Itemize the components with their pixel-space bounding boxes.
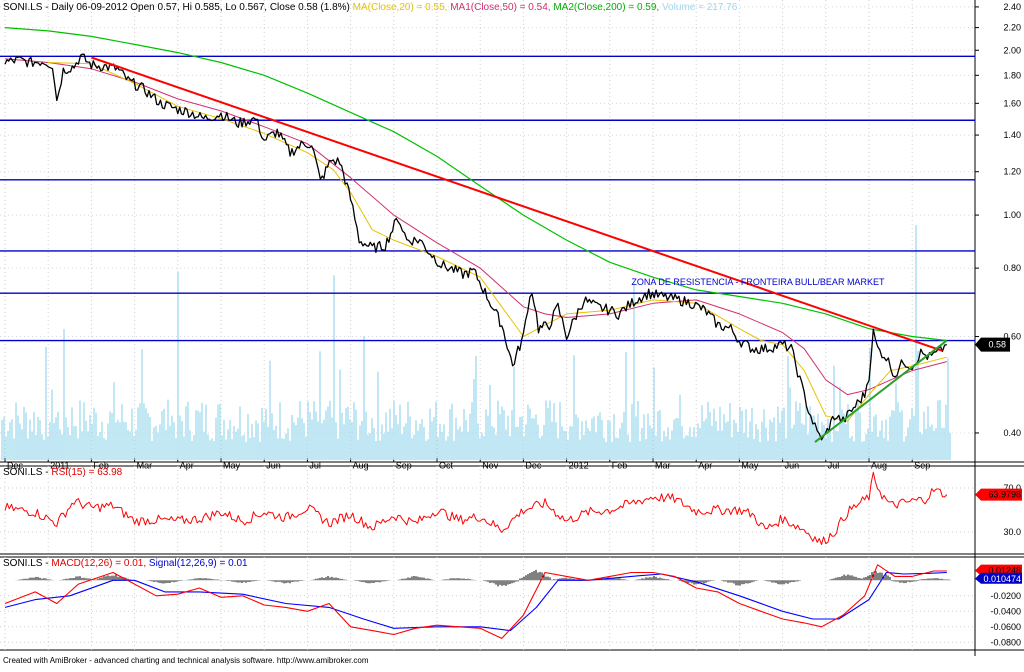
x-tick-label: Feb (612, 460, 628, 470)
y-tick-label: 1.40 (1003, 130, 1021, 140)
x-tick-label: May (223, 460, 241, 470)
price-line (4, 53, 947, 441)
y-tick-label: 0.40 (1003, 428, 1021, 438)
resistance-zone-annotation: ZONA DE RESISTENCIA - FRONTEIRA BULL/BEA… (631, 277, 885, 287)
last-price-tag (975, 337, 1010, 352)
signal-legend: Signal(12,26,9) = 0.01 (148, 558, 248, 569)
rsi-header-prefix: SONI.LS - (3, 467, 52, 478)
signal-line (4, 571, 947, 632)
x-tick-label: Dec (525, 460, 542, 470)
y-tick-label: 1.00 (1003, 210, 1021, 220)
ma50-legend: MA1(Close,50) = 0.54, (450, 2, 551, 13)
x-tick-label: Dec (7, 460, 24, 470)
y-tick-label: 2.00 (1003, 45, 1021, 55)
x-tick-label: Jun (266, 460, 281, 470)
macd-tick-label: -0.0200 (990, 591, 1021, 601)
macd-tick-label: -0.0600 (990, 622, 1021, 632)
x-tick-label: Mar (655, 460, 671, 470)
y-tick-label: 0.60 (1003, 332, 1021, 342)
x-tick-label: 2011 (50, 460, 69, 470)
rsi-tick-label: 70.0 (1003, 483, 1021, 493)
x-tick-label: Feb (93, 460, 109, 470)
x-tick-label: Sep (396, 460, 412, 470)
ma200-line (4, 27, 947, 342)
macd-tick-label: -0.0800 (990, 637, 1021, 647)
x-tick-label: Mar (137, 460, 153, 470)
macd-header-prefix: SONI.LS - (3, 558, 52, 569)
price-header-prefix: SONI.LS - Daily 06-09-2012 Open 0.57, Hi… (3, 2, 350, 13)
ma200-legend: MA2(Close,200) = 0.59, (553, 2, 660, 13)
y-tick-label: 2.20 (1003, 23, 1021, 33)
y-tick-label: 1.80 (1003, 70, 1021, 80)
macd-panel-header: SONI.LS - MACD(12,26) = 0.01, Signal(12,… (3, 558, 248, 569)
x-tick-label: Jun (785, 460, 800, 470)
ma20-line (48, 62, 947, 422)
x-tick-label: Aug (353, 460, 369, 470)
y-tick-label: 1.20 (1003, 167, 1021, 177)
green-support-trendline (814, 339, 948, 443)
rsi-legend: RSI(15) = 63.98 (51, 467, 123, 478)
macd-tick-label: -0.0400 (990, 606, 1021, 616)
x-tick-label: Aug (871, 460, 887, 470)
x-tick-label: 2012 (569, 460, 589, 470)
footer-credit: Created with AmiBroker - advanced charti… (3, 656, 369, 665)
x-tick-label: Oct (439, 460, 454, 470)
x-tick-label: Apr (180, 460, 194, 470)
y-tick-label: 1.60 (1003, 98, 1021, 108)
rsi-tick-label: 30.0 (1003, 527, 1021, 537)
x-tick-label: Jul (309, 460, 321, 470)
signal-value-label: 0.010474 (983, 574, 1021, 584)
x-tick-label: Apr (698, 460, 712, 470)
rsi-panel-header: SONI.LS - RSI(15) = 63.98 (3, 467, 122, 478)
macd-legend: MACD(12,26) = 0.01, (51, 558, 147, 569)
x-tick-label: Nov (482, 460, 499, 470)
macd-value-label: 0.01248 (988, 566, 1021, 576)
x-tick-label: Jul (828, 460, 840, 470)
price-panel-header: SONI.LS - Daily 06-09-2012 Open 0.57, Hi… (3, 2, 737, 13)
y-tick-label: 2.40 (1003, 2, 1021, 12)
ma20-legend: MA(Close,20) = 0.55, (352, 2, 448, 13)
macd-line (4, 564, 947, 639)
rsi-value-label: 63.9798 (988, 490, 1021, 500)
volume-legend: Volume = 217.76 (661, 2, 738, 13)
y-tick-label: 0.80 (1003, 263, 1021, 273)
rsi-line (4, 471, 948, 545)
signal-value-tag (975, 572, 1022, 584)
last-price-label: 0.58 (988, 340, 1006, 350)
ma50-line (4, 58, 947, 396)
x-tick-label: Sep (914, 460, 930, 470)
rsi-value-tag (975, 488, 1022, 501)
red-resistance-trendline (91, 56, 943, 352)
x-tick-label: May (741, 460, 759, 470)
